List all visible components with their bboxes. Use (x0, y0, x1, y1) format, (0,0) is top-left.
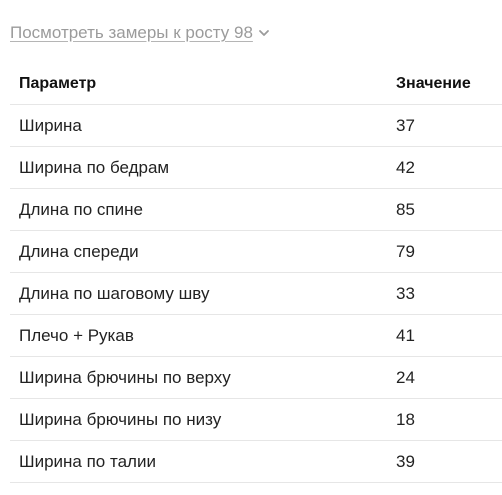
value-cell: 37 (396, 104, 502, 147)
parameter-cell: Ширина по талии (10, 440, 396, 483)
table-header-row: Параметр Значение (10, 63, 502, 105)
table-row: Длина по спине 85 (10, 188, 502, 231)
header-parameter: Параметр (10, 63, 396, 105)
table-row: Ширина брючины по верху 24 (10, 356, 502, 399)
value-cell: 39 (396, 440, 502, 483)
parameter-cell: Ширина (10, 104, 396, 147)
chevron-down-icon (258, 27, 270, 39)
table-row: Ширина брючины по низу 18 (10, 398, 502, 441)
value-cell: 18 (396, 398, 502, 441)
parameter-cell: Плечо + Рукав (10, 314, 396, 357)
table-row: Длина спереди 79 (10, 230, 502, 273)
parameter-cell: Длина спереди (10, 230, 396, 273)
size-measurements-toggle[interactable]: Посмотреть замеры к росту 98 (10, 22, 270, 44)
value-cell: 41 (396, 314, 502, 357)
size-measurements-toggle-label: Посмотреть замеры к росту 98 (10, 23, 253, 42)
parameter-cell: Ширина брючины по верху (10, 356, 396, 399)
table-row: Длина по шаговому шву 33 (10, 272, 502, 315)
parameter-cell: Длина по шаговому шву (10, 272, 396, 315)
value-cell: 79 (396, 230, 502, 273)
parameter-cell: Длина по спине (10, 188, 396, 231)
table-row: Ширина 37 (10, 104, 502, 147)
table-row: Ширина по талии 39 (10, 440, 502, 483)
measurements-table: Параметр Значение Ширина 37 Ширина по бе… (10, 63, 502, 483)
table-row: Плечо + Рукав 41 (10, 314, 502, 357)
value-cell: 85 (396, 188, 502, 231)
table-row: Ширина по бедрам 42 (10, 146, 502, 189)
value-cell: 24 (396, 356, 502, 399)
parameter-cell: Ширина по бедрам (10, 146, 396, 189)
value-cell: 42 (396, 146, 502, 189)
header-value: Значение (396, 63, 502, 105)
parameter-cell: Ширина брючины по низу (10, 398, 396, 441)
value-cell: 33 (396, 272, 502, 315)
